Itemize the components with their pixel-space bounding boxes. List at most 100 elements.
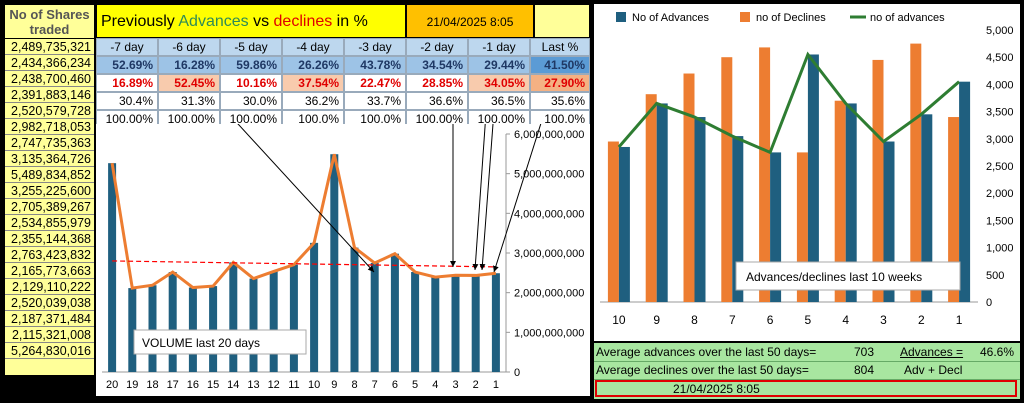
vol-xtick-label: 2 <box>473 379 479 391</box>
vol-ytick-label: 6,000,000,000 <box>514 129 584 141</box>
shares-traded-header: No of Shares traded <box>5 5 94 39</box>
vol-xtick-label: 14 <box>227 379 239 391</box>
table-cell: 30.0% <box>220 92 282 110</box>
shares-traded-value: 2,391,883,146 <box>5 87 94 103</box>
vol-xtick-label: 8 <box>351 379 357 391</box>
stats-timestamp: 21/04/2025 8:05 <box>673 382 760 396</box>
other-row: 30.4% 31.3% 30.0% 36.2% 33.7% 36.6% 36.5% 35.6% <box>96 92 590 110</box>
table-cell: Last % <box>530 38 590 56</box>
declines-bar <box>796 152 808 302</box>
table-cell: 34.05% <box>468 74 530 92</box>
title-suffix: in % <box>332 13 368 30</box>
table-cell: 52.69% <box>96 56 158 74</box>
ad-ytick-label: 2,500 <box>986 161 1014 173</box>
table-cell: 35.6% <box>530 92 590 110</box>
avg-adv-label: Average advances over the last 50 days= <box>596 345 817 359</box>
volume-chart-svg: 0 1,000,000,000 2,000,000,000 3,000,000,000… <box>102 43 584 391</box>
volume-label: VOLUME last 20 days <box>142 336 260 350</box>
vol-ytick-label: 3,000,000,000 <box>514 248 584 260</box>
ad-xtick-label: 1 <box>956 313 963 327</box>
title-vs: vs <box>248 13 274 30</box>
table-timestamp: 21/04/2025 8:05 <box>406 4 534 38</box>
legend-label: No of Advances <box>632 12 710 24</box>
ad-ytick-label: 3,000 <box>986 134 1014 146</box>
volume-bar <box>390 253 399 372</box>
adv-dec-table: Previously Advances vs declines in % 21/… <box>96 4 590 128</box>
table-cell: 36.5% <box>468 92 530 110</box>
declines-bar <box>948 117 960 302</box>
ad-label: Advances/declines last 10 weeks <box>746 270 922 284</box>
declines-bar <box>872 59 884 302</box>
vol-xtick-label: 5 <box>412 379 418 391</box>
avg-dec-label: Average declines over the last 50 days= <box>596 363 809 377</box>
volume-line <box>110 153 497 290</box>
volume-bar <box>431 277 440 372</box>
table-cell: 100.00% <box>220 110 282 128</box>
table-cell: 31.3% <box>158 92 220 110</box>
title-advances: Advances <box>178 13 249 30</box>
ad-ytick-label: 3,500 <box>986 107 1014 119</box>
volume-bar <box>289 264 298 372</box>
volume-bar <box>269 271 278 372</box>
advances-bar <box>618 146 630 302</box>
shares-traded-value: 2,129,110,222 <box>5 279 94 295</box>
table-cell: 10.16% <box>220 74 282 92</box>
day-header-row: -7 day -6 day -5 day -4 day -3 day -2 day -1 d… <box>96 38 590 56</box>
legend-label: no of Declines <box>756 12 826 24</box>
declines-bar <box>834 100 846 302</box>
shares-traded-value: 3,255,225,600 <box>5 183 94 199</box>
table-cell: -7 day <box>96 38 158 56</box>
shares-traded-column: No of Shares traded 2,489,735,321 2,434,3… <box>4 4 95 376</box>
ratio-top: Advances = <box>900 345 964 359</box>
table-cell: -5 day <box>220 38 282 56</box>
vol-xtick-label: 1 <box>493 379 499 391</box>
table-cell: -4 day <box>282 38 344 56</box>
ad-xtick-label: 3 <box>880 313 887 327</box>
adv-dec-chart-svg: 0 500 1,000 1,500 2,000 2,500 3,000 3,500 4,000 4… <box>600 12 1014 327</box>
table-corner <box>534 4 590 38</box>
volume-bar <box>108 163 117 372</box>
declines-bar <box>721 57 733 303</box>
table-cell: 100.00% <box>96 110 158 128</box>
vol-xtick-label: 17 <box>167 379 179 391</box>
ad-ytick-label: 2,000 <box>986 188 1014 200</box>
table-cell: 16.28% <box>158 56 220 74</box>
ad-xtick-label: 5 <box>805 313 812 327</box>
legend-swatch <box>616 12 626 22</box>
volume-bar <box>209 286 218 372</box>
stats-row-advances: Average advances over the last 50 days= … <box>594 343 1020 362</box>
advances-bar <box>921 114 933 302</box>
advances-row: 52.69% 16.28% 59.86% 26.26% 43.78% 34.54% 29.4… <box>96 56 590 74</box>
shares-traded-value: 2,520,039,038 <box>5 295 94 311</box>
annotation-arrow <box>215 99 375 273</box>
table-cell: 30.4% <box>96 92 158 110</box>
ad-xtick-label: 8 <box>691 313 698 327</box>
ad-label-box <box>735 261 961 291</box>
table-cell: -6 day <box>158 38 220 56</box>
title-declines: declines <box>273 13 333 30</box>
vol-xtick-label: 19 <box>126 379 138 391</box>
table-cell: 22.47% <box>344 74 406 92</box>
ad-ytick-label: 4,500 <box>986 52 1014 64</box>
vol-ytick-label: 5,000,000,000 <box>514 169 584 181</box>
volume-bar <box>310 242 319 372</box>
table-cell: 36.2% <box>282 92 344 110</box>
volume-bar <box>249 278 258 372</box>
shares-traded-value: 2,763,423,832 <box>5 247 94 263</box>
advances-bar <box>845 103 857 302</box>
table-cell: 29.44% <box>468 56 530 74</box>
volume-bar <box>229 262 238 372</box>
annotation-arrow <box>472 83 489 271</box>
ad-xtick-label: 10 <box>612 313 626 327</box>
shares-traded-value: 2,165,773,663 <box>5 263 94 279</box>
table-cell: 28.85% <box>406 74 468 92</box>
vol-xtick-label: 3 <box>452 379 458 391</box>
title-prefix: Previously <box>101 13 179 30</box>
shares-traded-value: 2,438,700,460 <box>5 71 94 87</box>
table-cell: 52.45% <box>158 74 220 92</box>
avg-dec-value: 804 <box>854 363 875 377</box>
advances-bar <box>883 141 895 302</box>
vol-ytick-label: 4,000,000,000 <box>514 208 584 220</box>
table-cell: -3 day <box>344 38 406 56</box>
ad-xtick-label: 4 <box>842 313 849 327</box>
